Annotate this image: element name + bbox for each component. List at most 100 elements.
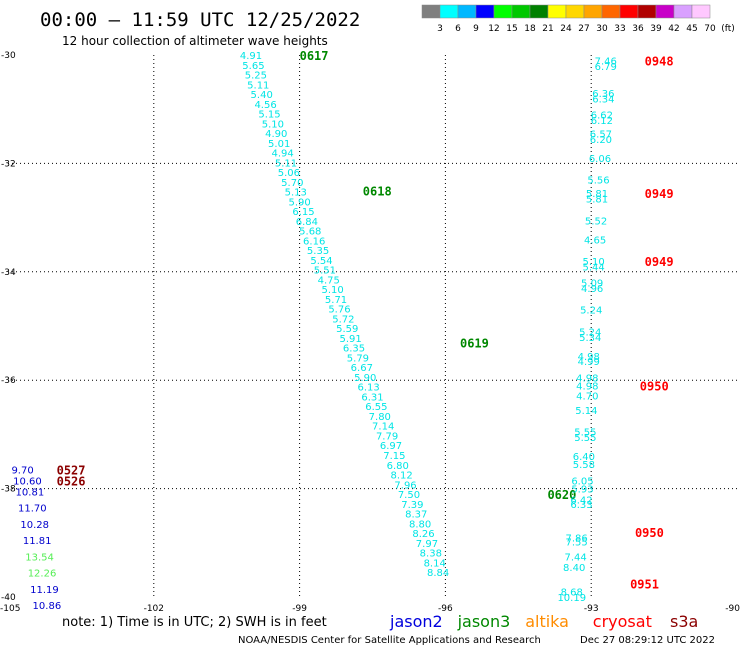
wave-height-point: 5.90 [354, 373, 376, 384]
colorbar-swatch [655, 4, 675, 19]
y-tick-label: -30 [1, 51, 16, 61]
wave-height-point: 6.42 [570, 495, 592, 506]
pass-time-label: 0950 [640, 380, 669, 394]
wave-height-point: 6.34 [592, 94, 614, 105]
wave-height-point: 4.96 [581, 284, 603, 295]
wave-height-point: 4.98 [578, 352, 600, 363]
colorbar-label: 42 [668, 24, 679, 34]
wave-height-point: 6.79 [595, 62, 617, 73]
wave-height-point: 10.19 [557, 593, 586, 604]
x-tick-label: -93 [584, 604, 599, 614]
colorbar-swatch [601, 4, 621, 19]
wave-height-point: 7.44 [565, 552, 587, 563]
wave-height-point: 5.54 [310, 256, 332, 267]
wave-height-point: 4.70 [576, 391, 598, 402]
x-tick-label: -99 [292, 604, 307, 614]
colorbar-swatch [547, 4, 567, 19]
y-tick-label: -32 [1, 159, 16, 169]
cryosat-track: 7.466.79 6.366.34 6.626.12 6.576.20 6.06 5.56… [557, 54, 673, 604]
wave-height-point: 4.65 [584, 235, 606, 246]
wave-height-point: 6.84 [296, 217, 318, 228]
wave-height-point: 7.86 [565, 533, 587, 544]
wave-height-point: 6.55 [365, 402, 387, 413]
colorbar-label: 70 [704, 24, 716, 34]
wave-height-point: 6.16 [303, 236, 325, 247]
wave-height-point: 5.11 [275, 158, 297, 169]
wave-height-point: 5.10 [322, 285, 344, 296]
wave-height-point: 5.68 [299, 227, 321, 238]
pass-time-label: 0951 [630, 577, 659, 591]
wave-height-point: 5.71 [325, 295, 347, 306]
wave-height-point: 8.37 [405, 510, 427, 521]
colorbar-swatch [475, 4, 495, 19]
colorbar-label: 15 [506, 24, 517, 34]
wave-height-point: 6.67 [351, 363, 373, 374]
wave-height-point: 10.81 [16, 487, 45, 498]
wave-height-point: 6.80 [387, 461, 409, 472]
wave-height-point: 8.14 [424, 558, 446, 569]
wave-height-point: 4.98 [576, 382, 598, 393]
wave-height-tracks: 4.915.655.255.115.404.565.155.104.905.01… [11, 49, 673, 612]
pass-time-label: 0950 [635, 526, 664, 540]
legend-jason3: jason3 [457, 612, 511, 631]
wave-height-point: 7.79 [376, 431, 398, 442]
wave-height-point: 6.33 [570, 500, 592, 511]
y-tick-label: -40 [1, 593, 16, 603]
wave-height-point: 8.12 [391, 471, 413, 482]
wave-height-point: 5.91 [339, 334, 361, 345]
wave-height-point: 7.15 [383, 451, 405, 462]
colorbar-swatch [529, 4, 549, 19]
wave-height-point: 8.40 [563, 563, 585, 574]
wave-height-point: 12.26 [28, 569, 57, 580]
wave-height-point: 4.99 [578, 357, 600, 368]
wave-height-point: 7.55 [565, 538, 587, 549]
x-tick-label: -102 [144, 604, 164, 614]
colorbar-label: 3 [437, 24, 443, 34]
wave-height-point: 8.80 [409, 519, 431, 530]
colorbar-label: 36 [632, 24, 644, 34]
x-tick-label: -105 [0, 604, 20, 614]
wave-height-point: 5.15 [258, 110, 280, 121]
wave-height-point: 5.35 [307, 246, 329, 257]
wave-height-point: 5.34 [579, 333, 601, 344]
x-tick-label: -96 [438, 604, 453, 614]
wave-height-point: 5.01 [268, 139, 290, 150]
colorbar-swatch [421, 4, 441, 19]
wave-height-point: 9.70 [11, 466, 33, 477]
wave-height-point: 4.98 [576, 373, 598, 384]
wave-height-point: 11.70 [18, 504, 47, 515]
wave-height-point: 11.81 [23, 536, 52, 547]
y-tick-label: -36 [1, 376, 16, 386]
wave-height-point: 5.25 [245, 71, 267, 82]
chart-grid [8, 55, 737, 597]
wave-height-point: 8.38 [420, 549, 442, 560]
wave-height-point: 5.72 [332, 314, 354, 325]
pass-time-label: 0620 [547, 488, 576, 502]
wave-height-point: 5.55 [574, 433, 596, 444]
colorbar-swatch [493, 4, 513, 19]
x-tick-label: -90 [725, 604, 740, 614]
colorbar-label: 27 [578, 24, 589, 34]
colorbar-swatch [583, 4, 603, 19]
wave-height-point: 5.10 [262, 119, 284, 130]
wave-height-point: 5.40 [251, 90, 273, 101]
wave-height-point: 7.39 [401, 500, 423, 511]
wave-height-point: 5.51 [314, 266, 336, 277]
pass-time-label: 0527 [57, 464, 86, 478]
colorbar-label: (ft) [721, 24, 735, 34]
wave-height-point: 11.19 [30, 585, 59, 596]
pass-time-label: 0949 [645, 255, 674, 269]
wave-height-point: 7.50 [398, 490, 420, 501]
wave-height-point: 8.68 [561, 588, 583, 599]
pass-time-label: 0949 [645, 187, 674, 201]
wave-height-point: 5.81 [586, 195, 608, 206]
wave-height-point: 5.79 [347, 353, 369, 364]
color-scale-legend: 3 6 9 12 15 18 21 24 27 30 33 36 39 42 45 70 (ft) [421, 4, 735, 34]
chart-subtitle: 12 hour collection of altimeter wave hei… [62, 34, 328, 48]
wave-height-point: 6.31 [361, 392, 383, 403]
wave-height-point: 6.97 [380, 441, 402, 452]
wave-height-point: 5.93 [571, 485, 593, 496]
wave-height-point: 5.09 [581, 279, 603, 290]
wave-height-point: 4.75 [318, 275, 340, 286]
